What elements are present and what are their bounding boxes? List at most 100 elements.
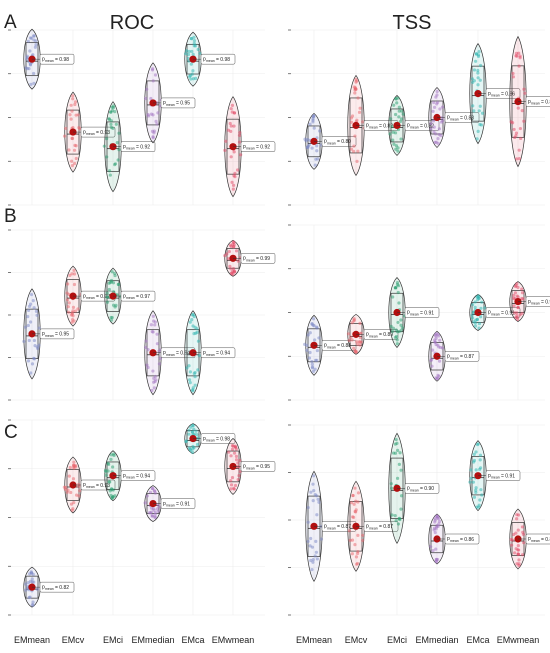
data-point — [514, 51, 519, 55]
data-point — [349, 335, 353, 339]
data-point — [193, 375, 197, 379]
data-point — [227, 249, 231, 254]
data-point — [191, 52, 195, 56]
data-point — [66, 310, 71, 314]
data-point — [400, 326, 404, 330]
data-point — [190, 430, 194, 434]
data-point — [77, 482, 81, 487]
data-point — [319, 537, 324, 541]
data-point — [476, 83, 480, 87]
mean-value-label: = 0.97 — [136, 294, 150, 300]
data-point — [191, 389, 195, 393]
data-point — [312, 488, 316, 493]
data-point — [511, 75, 515, 79]
data-point — [353, 542, 357, 547]
mean-subscript: mean — [450, 118, 459, 122]
data-point — [105, 295, 109, 299]
data-point — [109, 119, 113, 123]
mean-value-label: = 0.98 — [216, 436, 230, 442]
mean-value-label: = 0.91 — [501, 310, 515, 316]
mean-symbol: p — [123, 473, 126, 479]
data-point — [231, 272, 235, 276]
data-point — [195, 433, 199, 437]
data-point — [471, 480, 476, 484]
row-letter-a: A — [4, 12, 17, 33]
data-point — [478, 63, 483, 68]
data-point — [474, 450, 478, 454]
data-point — [394, 334, 399, 339]
data-point — [471, 303, 475, 307]
data-point — [399, 137, 403, 141]
col-title-roc: ROC — [110, 12, 154, 34]
data-point — [149, 323, 153, 327]
data-point — [192, 427, 196, 431]
data-point — [65, 298, 70, 302]
data-point — [437, 345, 441, 349]
data-point — [188, 370, 192, 374]
data-point — [236, 461, 240, 465]
data-point — [510, 543, 514, 547]
data-point — [196, 436, 200, 440]
data-point — [311, 560, 315, 564]
data-point — [309, 558, 313, 563]
data-point — [522, 119, 526, 123]
data-point — [474, 486, 478, 490]
data-point — [359, 340, 363, 344]
data-point — [223, 254, 227, 258]
data-point — [189, 77, 193, 81]
data-point — [395, 282, 400, 287]
data-point — [151, 67, 155, 71]
data-point — [352, 144, 356, 148]
points-emcv — [62, 460, 82, 512]
data-point — [72, 272, 77, 276]
data-point — [188, 320, 192, 324]
data-point — [237, 473, 241, 478]
data-point — [473, 300, 477, 304]
data-point — [32, 356, 36, 360]
mean-subscript: mean — [369, 526, 378, 530]
data-point — [151, 369, 155, 373]
data-point — [313, 338, 317, 342]
data-point — [316, 497, 320, 501]
data-point — [476, 68, 480, 73]
data-point — [397, 301, 401, 305]
data-point — [513, 135, 517, 140]
mean-label-box — [200, 53, 236, 65]
mean-subscript: mean — [327, 141, 336, 145]
data-point — [228, 121, 232, 126]
row-letter-b: B — [4, 206, 17, 227]
data-point — [350, 114, 355, 118]
mean-symbol: p — [324, 139, 327, 145]
data-point — [187, 364, 191, 368]
data-point — [472, 452, 476, 456]
data-point — [30, 36, 34, 40]
data-point — [429, 545, 433, 549]
data-point — [515, 294, 519, 298]
data-point — [313, 163, 317, 167]
data-point — [69, 490, 73, 495]
data-point — [393, 112, 398, 117]
data-point — [152, 129, 156, 133]
data-point — [478, 78, 482, 82]
mean-symbol: p — [488, 310, 491, 316]
data-point — [108, 173, 112, 177]
data-point — [520, 525, 525, 529]
data-point — [194, 429, 198, 433]
data-point — [521, 530, 525, 534]
points-emcv — [347, 486, 365, 566]
data-point — [27, 67, 31, 71]
data-point — [513, 551, 517, 555]
data-point — [355, 562, 359, 566]
points-emci — [103, 452, 117, 501]
data-point — [23, 325, 28, 329]
data-point — [113, 110, 117, 114]
data-point — [193, 370, 197, 375]
mean-subscript: mean — [166, 103, 175, 107]
mean-value-label: = 0.94 — [176, 351, 190, 357]
data-point — [65, 490, 69, 494]
x-tick-emca: EMca — [181, 635, 204, 645]
data-point — [152, 386, 156, 390]
data-point — [355, 340, 359, 344]
data-point — [234, 454, 239, 458]
data-point — [440, 105, 445, 109]
